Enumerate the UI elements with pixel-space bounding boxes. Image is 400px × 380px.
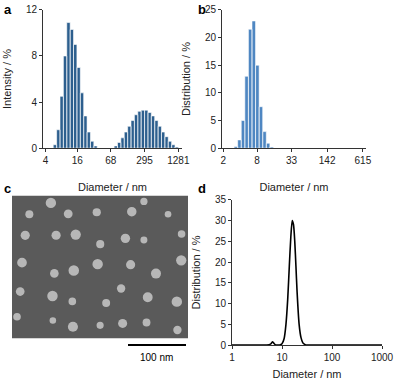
svg-text:10: 10: [205, 87, 217, 98]
svg-text:Diameter / nm: Diameter / nm: [78, 181, 147, 193]
svg-text:8: 8: [31, 50, 37, 61]
svg-text:1000: 1000: [371, 352, 394, 363]
svg-text:Distribution / %: Distribution / %: [180, 42, 192, 116]
svg-text:15: 15: [205, 60, 217, 71]
svg-text:8: 8: [254, 155, 260, 166]
svg-text:295: 295: [136, 155, 153, 166]
svg-text:Diameter / nm: Diameter / nm: [259, 181, 328, 193]
svg-text:15: 15: [215, 277, 227, 288]
svg-text:10: 10: [276, 352, 288, 363]
svg-text:68: 68: [105, 155, 117, 166]
svg-text:0: 0: [220, 340, 226, 351]
svg-text:a: a: [4, 2, 12, 17]
svg-text:d: d: [198, 181, 206, 196]
svg-text:4: 4: [31, 97, 37, 108]
svg-text:Diameter / nm: Diameter / nm: [272, 368, 341, 380]
svg-text:30: 30: [215, 215, 227, 226]
svg-text:1: 1: [229, 352, 235, 363]
svg-text:5: 5: [210, 115, 216, 126]
svg-text:33: 33: [286, 155, 298, 166]
svg-text:4: 4: [43, 155, 49, 166]
svg-text:10: 10: [215, 298, 227, 309]
svg-text:35: 35: [215, 194, 227, 205]
svg-text:0: 0: [210, 143, 216, 154]
svg-text:142: 142: [319, 155, 336, 166]
svg-text:25: 25: [205, 4, 217, 15]
svg-text:b: b: [198, 2, 206, 17]
svg-text:0: 0: [31, 143, 37, 154]
svg-text:100 nm: 100 nm: [140, 352, 173, 363]
svg-text:25: 25: [215, 236, 227, 247]
svg-text:Intensity / %: Intensity / %: [1, 49, 13, 109]
svg-text:615: 615: [355, 155, 372, 166]
svg-text:16: 16: [72, 155, 84, 166]
svg-text:100: 100: [324, 352, 341, 363]
svg-text:1281: 1281: [167, 155, 190, 166]
svg-text:5: 5: [220, 319, 226, 330]
svg-text:2: 2: [220, 155, 226, 166]
svg-text:20: 20: [215, 257, 227, 268]
svg-text:12: 12: [26, 4, 38, 15]
svg-text:20: 20: [205, 32, 217, 43]
svg-text:Distribution / %: Distribution / %: [190, 235, 202, 309]
svg-text:c: c: [4, 181, 11, 196]
